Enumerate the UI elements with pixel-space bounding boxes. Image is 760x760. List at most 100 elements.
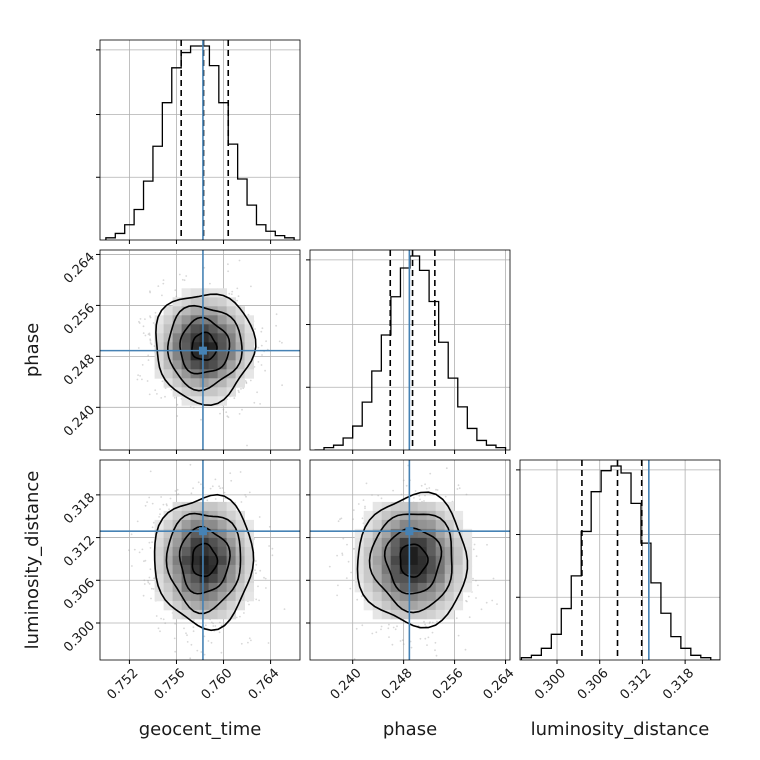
density-cell <box>208 378 218 388</box>
density-cell <box>235 600 245 611</box>
density-cell <box>408 501 419 512</box>
density-cell <box>199 360 209 370</box>
sample-point <box>160 496 163 498</box>
density-cell <box>453 600 464 611</box>
sample-point <box>212 625 215 627</box>
density-cell <box>208 600 218 611</box>
contour-0 <box>191 331 218 361</box>
density-cell <box>190 360 200 370</box>
sample-point <box>230 293 233 296</box>
sample-point <box>159 508 161 510</box>
contour-3 <box>155 293 257 407</box>
density-cell <box>181 600 191 611</box>
density-cell <box>426 537 437 548</box>
sample-point <box>265 340 267 343</box>
sample-point <box>155 615 158 617</box>
sample-point <box>265 587 267 589</box>
sample-point <box>225 411 228 414</box>
density-cell <box>181 306 191 316</box>
density-cell <box>199 324 209 334</box>
sample-point <box>161 294 163 297</box>
contour-2 <box>368 513 453 614</box>
sample-point <box>141 548 144 551</box>
sample-point <box>392 489 394 492</box>
sample-point <box>139 375 142 377</box>
sample-point <box>434 649 436 652</box>
density-cell <box>208 387 218 397</box>
sample-point <box>360 595 363 598</box>
density-cell <box>444 555 455 566</box>
sample-point <box>175 493 178 496</box>
sample-point <box>176 415 179 417</box>
sample-point <box>203 266 206 269</box>
density-cell <box>244 351 254 361</box>
sample-point <box>236 299 239 302</box>
sample-point <box>218 485 221 488</box>
sample-point <box>444 495 447 498</box>
density-cell <box>226 591 236 602</box>
sample-point <box>260 344 263 347</box>
sample-point <box>472 577 474 580</box>
sample-point <box>244 494 247 496</box>
sample-point <box>189 657 192 660</box>
sample-point <box>457 484 460 487</box>
density-cell <box>181 546 191 557</box>
sample-point <box>245 381 248 384</box>
density-cell <box>181 591 191 602</box>
density-cell <box>226 537 236 548</box>
density-cell <box>190 342 200 352</box>
sample-point <box>142 325 145 328</box>
contour-0 <box>191 542 219 578</box>
density-cell <box>244 546 254 557</box>
density-cell <box>190 396 200 406</box>
density-cell <box>154 591 164 602</box>
density-cell <box>199 288 209 298</box>
density-cell <box>190 297 200 307</box>
density-cell <box>363 573 374 584</box>
sample-point <box>148 576 151 579</box>
sample-point <box>275 313 278 316</box>
density-cell <box>390 510 401 521</box>
density-cell <box>163 369 173 379</box>
sample-point <box>361 517 364 520</box>
density-cell <box>217 501 227 512</box>
sample-point <box>148 496 151 499</box>
sample-point <box>227 270 230 273</box>
density-cell <box>363 546 374 557</box>
density-cell <box>435 609 446 620</box>
sample-point <box>428 622 431 625</box>
sample-point <box>377 494 380 497</box>
density-cell <box>217 555 227 566</box>
density-cell <box>217 342 227 352</box>
sample-point <box>214 625 217 627</box>
density-cell <box>244 591 254 602</box>
y-tick-label: 0.312 <box>61 533 98 570</box>
density-cell <box>235 573 245 584</box>
density-cell <box>163 510 173 521</box>
sample-point <box>350 571 352 574</box>
density-cell <box>199 573 209 584</box>
density-cell <box>226 342 236 352</box>
sample-point <box>138 320 140 323</box>
density-cell <box>190 555 200 566</box>
density-cell <box>163 360 173 370</box>
density-cell <box>426 528 437 539</box>
density-cell <box>417 582 428 593</box>
density-cell <box>172 510 182 521</box>
sample-point <box>161 380 164 383</box>
sample-point <box>239 471 242 473</box>
density-cell <box>372 600 383 611</box>
density-cell <box>226 555 236 566</box>
density-cell <box>390 609 401 620</box>
sample-point <box>486 543 488 546</box>
sample-point <box>147 354 150 357</box>
density-cell <box>199 546 209 557</box>
sample-point <box>233 397 236 400</box>
density-cell <box>417 510 428 521</box>
sample-point <box>147 359 150 361</box>
sample-point <box>148 332 151 335</box>
sample-point <box>209 282 211 285</box>
density-cell <box>426 501 437 512</box>
sample-point <box>481 453 483 455</box>
density-cell <box>399 564 410 575</box>
